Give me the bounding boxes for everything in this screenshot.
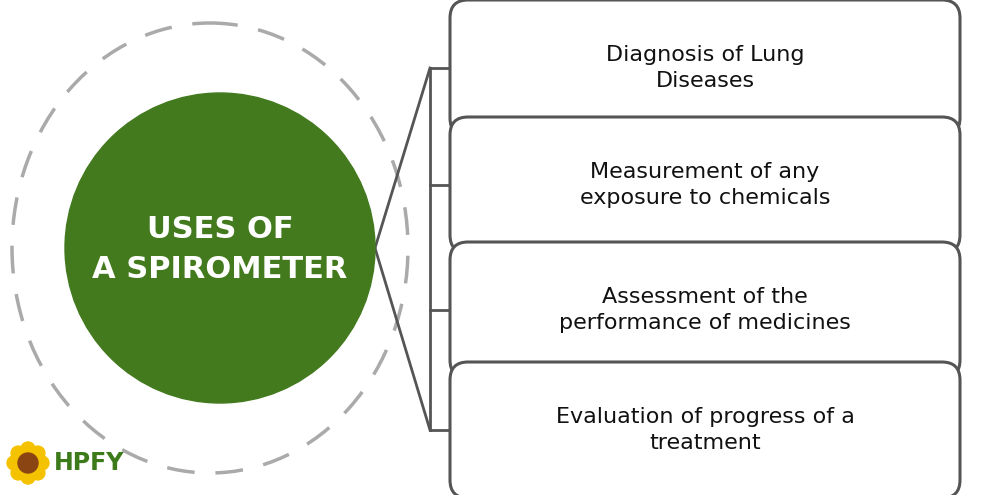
FancyBboxPatch shape [450,242,960,378]
Text: USES OF: USES OF [147,215,293,245]
Circle shape [31,466,45,480]
Text: Evaluation of progress of a
treatment: Evaluation of progress of a treatment [555,407,855,453]
Circle shape [11,466,25,480]
Text: Measurement of any
exposure to chemicals: Measurement of any exposure to chemicals [580,162,830,208]
FancyBboxPatch shape [450,117,960,253]
FancyBboxPatch shape [450,0,960,136]
Circle shape [18,453,38,473]
Circle shape [35,456,49,470]
Circle shape [65,93,375,403]
Circle shape [7,456,21,470]
FancyBboxPatch shape [450,362,960,495]
Circle shape [21,470,35,484]
Text: Assessment of the
performance of medicines: Assessment of the performance of medicin… [559,287,851,333]
Circle shape [10,445,46,481]
Text: HPFY: HPFY [54,451,124,475]
Text: Diagnosis of Lung
Diseases: Diagnosis of Lung Diseases [605,45,805,91]
Text: A SPIROMETER: A SPIROMETER [93,255,348,285]
Circle shape [11,446,25,460]
Circle shape [21,442,35,456]
Circle shape [31,446,45,460]
